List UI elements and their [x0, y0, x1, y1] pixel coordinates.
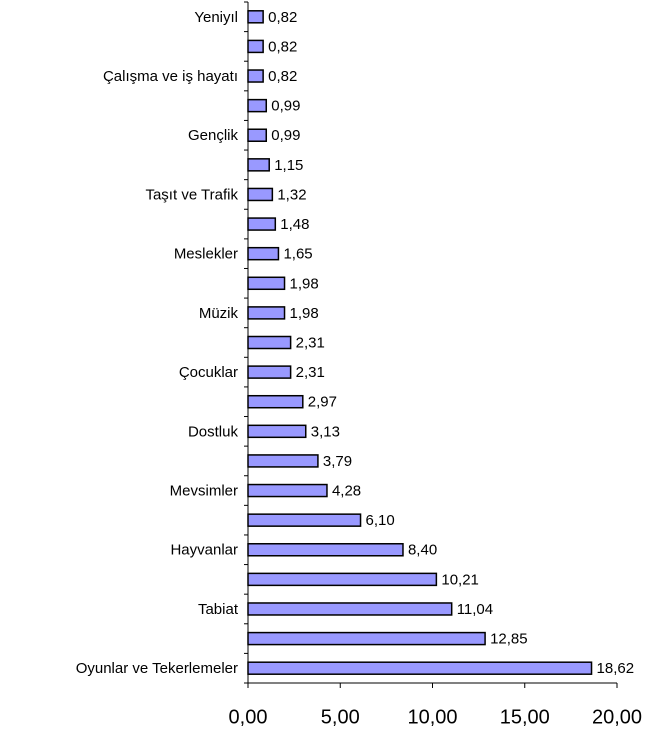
bar — [247, 394, 304, 409]
value-label: 2,97 — [308, 394, 337, 411]
bar — [247, 365, 292, 379]
bar — [247, 483, 328, 498]
x-tick-label: 20,00 — [592, 706, 642, 728]
y-tick-label: Çalışma ve iş hayatı — [103, 68, 238, 85]
value-label: 4,28 — [332, 483, 361, 500]
y-tick-label: Taşıt ve Trafik — [145, 186, 238, 203]
bar — [247, 335, 292, 350]
bar — [247, 98, 268, 113]
y-tick-label: Mevsimler — [170, 483, 238, 500]
bar — [247, 424, 307, 439]
bar — [247, 543, 404, 557]
bar — [247, 69, 264, 83]
x-tick-label: 0,00 — [229, 706, 268, 728]
value-label: 1,48 — [280, 216, 309, 233]
y-tick-label: Dostluk — [188, 423, 239, 440]
value-label: 10,21 — [441, 571, 479, 588]
y-tick-label: Çocuklar — [179, 364, 238, 381]
value-label: 11,04 — [457, 601, 493, 618]
bar — [247, 513, 362, 527]
value-label: 0,82 — [268, 68, 297, 85]
bar — [247, 246, 280, 261]
bar — [247, 128, 268, 142]
value-label: 18,62 — [597, 660, 635, 677]
bar — [247, 158, 270, 172]
value-label: 0,82 — [268, 38, 297, 55]
y-tick-label: Müzik — [199, 305, 239, 322]
value-label: 1,98 — [290, 305, 319, 322]
value-label: 0,82 — [268, 9, 297, 26]
x-tick-label: 15,00 — [500, 706, 550, 728]
x-tick-label: 10,00 — [407, 706, 457, 728]
value-label: 1,98 — [290, 275, 319, 292]
y-tick-label: Meslekler — [174, 246, 238, 263]
bar — [247, 661, 593, 675]
value-label: 8,40 — [408, 542, 437, 559]
value-label: 2,31 — [296, 334, 325, 351]
bar — [247, 631, 486, 646]
bar — [247, 39, 264, 54]
y-tick-label: Yeniyıl — [194, 9, 238, 26]
value-label: 1,65 — [283, 246, 312, 263]
x-tick-label: 5,00 — [321, 706, 360, 728]
value-label: 0,99 — [271, 98, 300, 115]
value-label: 3,13 — [311, 423, 340, 440]
value-label: 1,32 — [277, 186, 306, 203]
bar — [247, 602, 453, 616]
value-label: 1,15 — [274, 157, 303, 174]
y-tick-label: Gençlik — [188, 127, 239, 144]
value-label: 12,85 — [490, 631, 528, 648]
value-label: 6,10 — [366, 512, 395, 529]
bar — [247, 217, 277, 231]
bar — [247, 306, 286, 320]
y-tick-label: Oyunlar ve Tekerlemeler — [76, 660, 238, 677]
y-tick-label: Hayvanlar — [170, 542, 238, 559]
bar — [247, 187, 274, 202]
bar — [247, 572, 438, 587]
bar — [247, 454, 319, 468]
bar — [247, 10, 264, 24]
bar — [247, 276, 286, 291]
value-label: 2,31 — [296, 364, 325, 381]
y-tick-label: Tabiat — [198, 601, 239, 618]
value-label: 0,99 — [271, 127, 300, 144]
value-label: 3,79 — [323, 453, 352, 470]
